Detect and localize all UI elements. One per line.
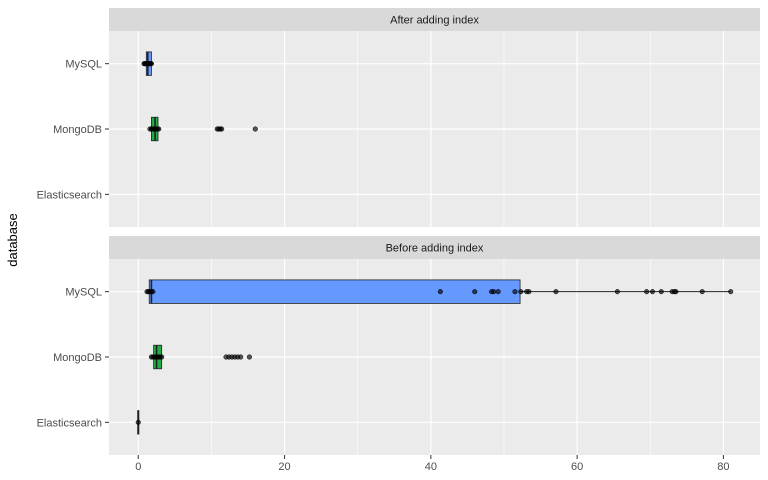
outlier-point xyxy=(699,289,705,295)
outlier-point xyxy=(159,354,165,360)
y-tick-label: MongoDB xyxy=(53,352,102,364)
outlier-point xyxy=(219,126,225,132)
x-tick-label: 20 xyxy=(278,461,290,473)
y-axis-title: database xyxy=(5,213,20,267)
x-tick-label: 0 xyxy=(135,461,141,473)
outlier-point xyxy=(614,289,620,295)
outlier-point xyxy=(252,126,258,132)
panel-strip xyxy=(109,236,760,259)
outlier-point xyxy=(148,61,154,67)
outlier-point xyxy=(644,289,650,295)
outlier-point xyxy=(673,289,679,295)
outlier-point xyxy=(518,289,524,295)
x-tick-label: 80 xyxy=(717,461,729,473)
outlier-point xyxy=(649,289,656,295)
outlier-point xyxy=(512,289,518,295)
outlier-point xyxy=(156,126,162,132)
outlier-point xyxy=(238,354,244,360)
panel-title: Before adding index xyxy=(386,243,484,255)
y-tick-label: Elasticsearch xyxy=(37,417,102,429)
outlier-point xyxy=(472,289,478,295)
x-tick-label: 60 xyxy=(571,461,583,473)
outlier-point xyxy=(437,289,443,295)
outlier-point xyxy=(491,289,497,295)
x-tick-label: 40 xyxy=(425,461,437,473)
panel-strip xyxy=(109,8,760,31)
y-tick-label: Elasticsearch xyxy=(37,189,102,201)
y-tick-label: MongoDB xyxy=(53,124,102,136)
outlier-point xyxy=(658,289,664,295)
outlier-point xyxy=(246,354,252,360)
panels-layer: After adding index MySQL MongoDB Elasticsea… xyxy=(37,8,760,473)
box xyxy=(148,279,521,304)
outlier-point xyxy=(150,289,156,295)
panel-title: After adding index xyxy=(390,15,479,27)
outlier-point xyxy=(553,289,559,295)
outlier-point xyxy=(728,289,734,295)
outlier-point xyxy=(135,419,141,425)
y-tick-label: MySQL xyxy=(65,59,102,71)
outlier-point xyxy=(495,289,501,295)
y-tick-label: MySQL xyxy=(65,287,102,299)
outlier-point xyxy=(526,289,532,295)
